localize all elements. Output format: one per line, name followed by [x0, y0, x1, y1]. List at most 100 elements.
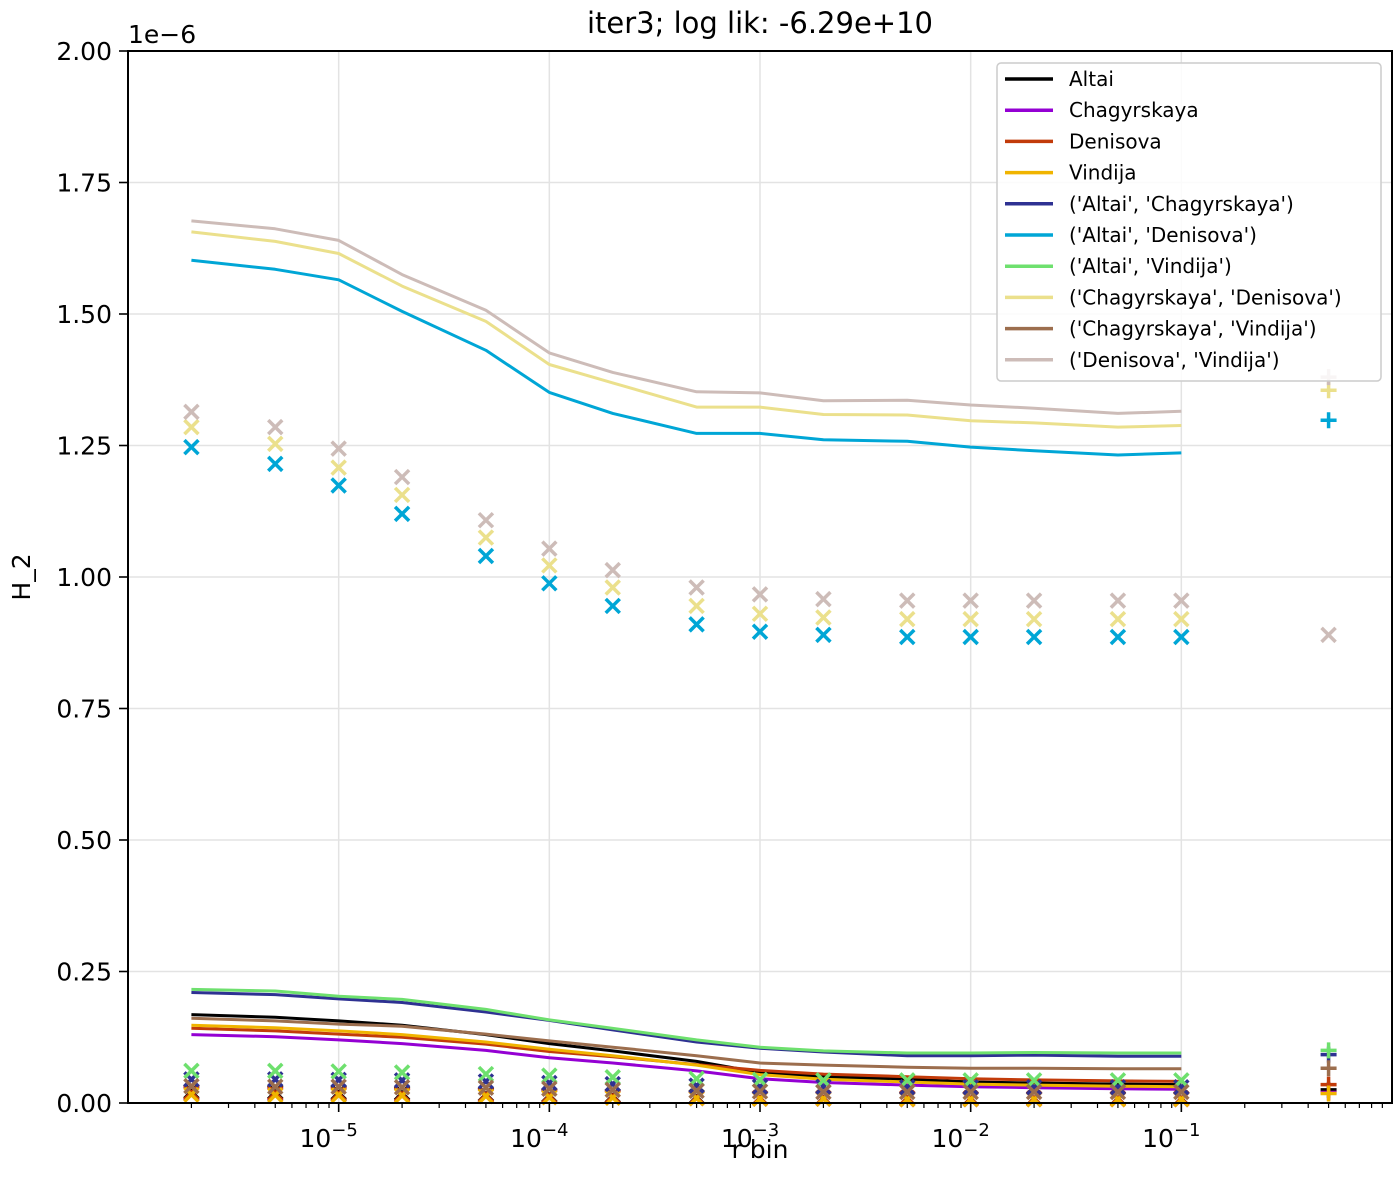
grid-lines — [128, 50, 1392, 1104]
legend-entry: Altai — [1005, 67, 1114, 91]
legend: Altai Chagyrskaya Denisova Vindija ('Altai',… — [996, 62, 1382, 382]
data-point — [477, 547, 495, 565]
series-markers-5 — [183, 412, 1337, 646]
legend-label: Chagyrskaya — [1069, 98, 1199, 122]
data-point — [815, 590, 832, 608]
data-point — [1025, 610, 1043, 628]
data-point — [688, 579, 705, 596]
data-point — [1109, 1078, 1127, 1096]
data-point — [477, 529, 495, 546]
data-point — [751, 623, 769, 640]
data-point — [393, 1064, 411, 1081]
y-tick-label: 1.75 — [56, 169, 112, 198]
data-point — [1173, 610, 1190, 628]
data-point — [541, 557, 558, 574]
y-tick-label: 1.50 — [56, 300, 112, 329]
data-point — [899, 592, 916, 609]
x-tick-label: 10−1 — [1142, 1120, 1200, 1153]
data-point — [541, 575, 558, 592]
x-tick-label: 10−5 — [299, 1120, 357, 1153]
legend-entry: Denisova — [1005, 129, 1162, 153]
data-point — [393, 468, 411, 486]
data-point — [899, 628, 916, 646]
data-point — [815, 1083, 832, 1101]
data-point — [267, 455, 284, 473]
data-point — [688, 1077, 705, 1094]
data-point — [1025, 1078, 1043, 1096]
x-tick-label: 10−3 — [721, 1120, 779, 1153]
series-line-1 — [191, 1033, 1182, 1091]
data-point — [751, 605, 769, 623]
series-lines — [191, 219, 1182, 1091]
data-point — [267, 1062, 284, 1080]
series-line-6 — [191, 987, 1182, 1055]
data-point — [330, 440, 347, 457]
data-point — [962, 628, 979, 646]
x-axis-label: r bin — [732, 1135, 789, 1164]
data-point — [267, 418, 284, 436]
legend-label: ('Chagyrskaya', 'Denisova') — [1069, 285, 1342, 309]
data-point — [1025, 628, 1043, 646]
data-point — [688, 616, 705, 633]
y-tick-label: 0.50 — [56, 826, 112, 855]
series-line-5 — [191, 258, 1182, 457]
data-point — [393, 486, 411, 504]
legend-entries: Altai Chagyrskaya Denisova Vindija ('Altai',… — [1005, 67, 1342, 372]
plus-marker — [1320, 1085, 1337, 1102]
legend-label: ('Denisova', 'Vindija') — [1069, 348, 1280, 372]
y-axis-label: H_2 — [7, 553, 36, 600]
data-point — [1109, 610, 1127, 628]
plus-marker — [1320, 1060, 1337, 1077]
data-point — [330, 1078, 347, 1095]
legend-entry: ('Chagyrskaya', 'Vindija') — [1005, 317, 1317, 341]
data-point — [1109, 1083, 1127, 1101]
y-tick-label: 0.00 — [56, 1089, 112, 1118]
data-point — [604, 579, 621, 596]
data-point — [1320, 626, 1337, 644]
legend-box — [996, 62, 1382, 382]
x-axis-ticks: 10−5 10−4 10−3 10−2 10−1 — [190, 1103, 1383, 1153]
data-point — [1109, 592, 1127, 609]
data-point — [1173, 592, 1190, 609]
data-point — [183, 1062, 200, 1080]
data-point — [1173, 1078, 1190, 1096]
series-line-7 — [191, 230, 1182, 429]
data-point — [541, 1067, 558, 1084]
series-markers — [183, 369, 1337, 1108]
data-point — [962, 592, 979, 609]
data-point — [330, 1063, 347, 1080]
legend-label: ('Altai', 'Vindija') — [1069, 254, 1232, 278]
series-markers-6 — [183, 1042, 1337, 1089]
data-point — [477, 1079, 495, 1096]
data-point — [183, 403, 200, 421]
series-markers-4 — [183, 1046, 1337, 1096]
data-point — [1173, 628, 1190, 646]
legend-label: ('Altai', 'Chagyrskaya') — [1069, 192, 1294, 216]
data-point — [604, 1075, 621, 1093]
data-point — [267, 1078, 284, 1095]
data-point — [604, 1068, 621, 1086]
data-point — [751, 1083, 769, 1100]
legend-entry: ('Altai', 'Chagyrskaya') — [1005, 192, 1294, 216]
y-axis-ticks: 0.00 0.25 0.50 0.75 1.00 1.25 1.50 1.75 2.00 — [56, 37, 128, 1118]
data-point — [815, 609, 832, 626]
data-point — [751, 586, 769, 603]
data-point — [393, 505, 411, 523]
legend-label: Vindija — [1069, 161, 1137, 185]
legend-label: Denisova — [1069, 129, 1162, 153]
y-offset-label: 1e−6 — [128, 20, 196, 49]
data-point — [267, 435, 284, 453]
data-point — [183, 418, 200, 436]
series-line-0 — [191, 1013, 1182, 1087]
series-line-3 — [191, 1023, 1182, 1089]
data-point — [604, 561, 621, 579]
data-point — [393, 1078, 411, 1096]
chart-title: iter3; log lik: -6.29e+10 — [587, 6, 933, 40]
data-point — [751, 1078, 769, 1095]
x-tick-label: 10−4 — [510, 1120, 568, 1153]
y-tick-label: 2.00 — [56, 37, 112, 66]
legend-label: Altai — [1069, 67, 1114, 91]
series-markers-8 — [183, 1060, 1337, 1101]
legend-entry: Chagyrskaya — [1005, 98, 1199, 122]
